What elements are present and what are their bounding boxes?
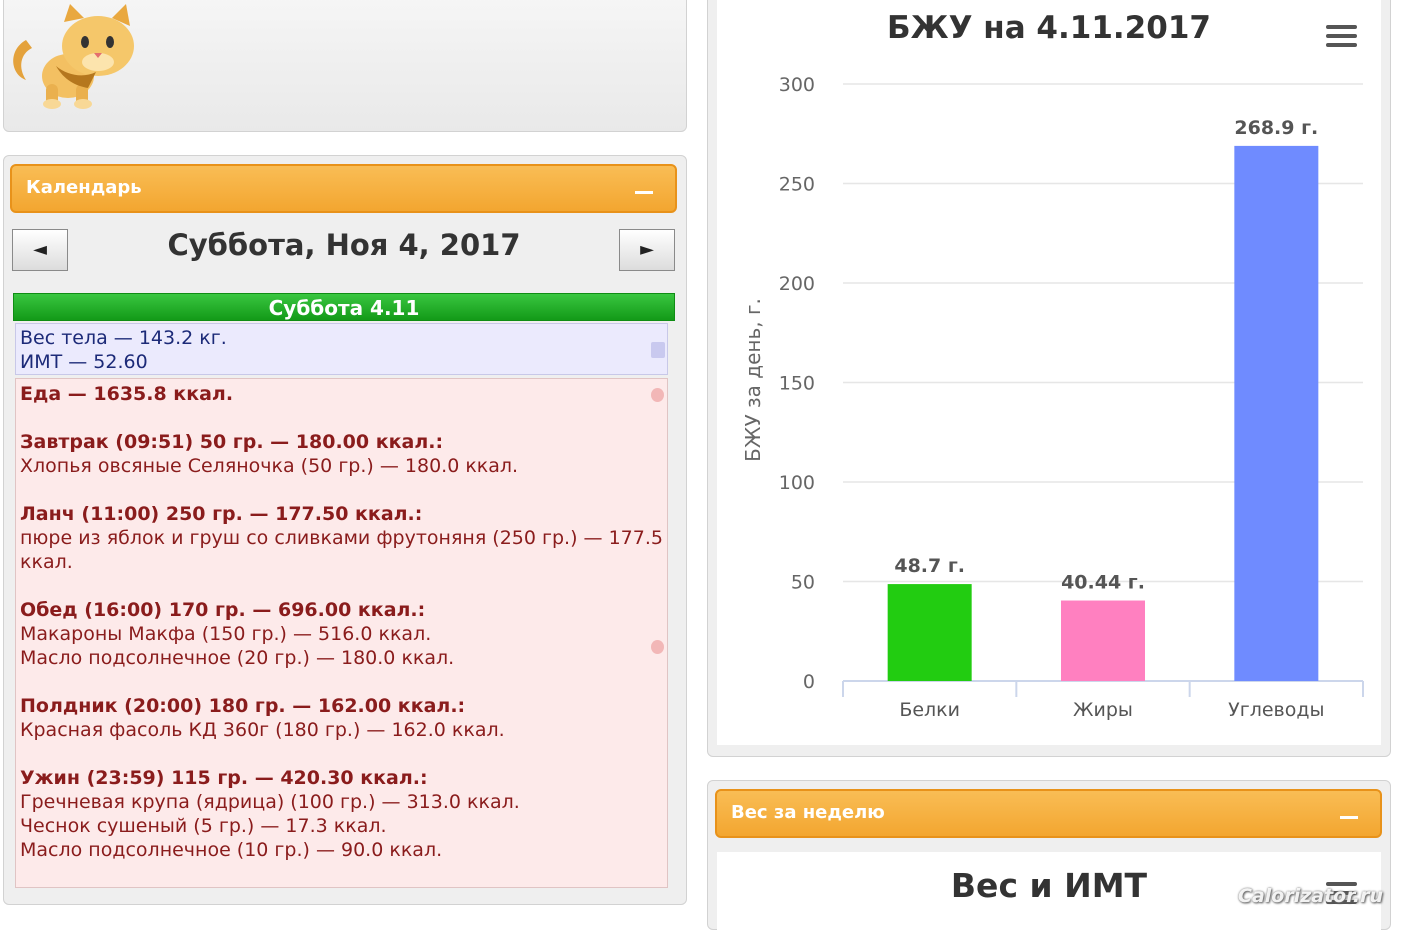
weight-week-header-label: Вес за неделю [731,802,885,823]
apple-icon [651,640,664,654]
bar [887,584,972,681]
data-label: 268.9 г. [1234,117,1318,139]
y-tick-label: 200 [779,273,815,295]
watermark: Calorizator.ru [1238,885,1384,907]
chart-title: БЖУ на 4.11.2017 [887,10,1211,46]
bar [1061,600,1145,681]
food-item: Гречневая крупа (ядрица) (100 гр.) — 313… [20,791,520,813]
x-tick-label: Углеводы [1228,699,1324,721]
bar [1234,145,1319,681]
meal-dinner: Обед (16:00) 170 гр. — 696.00 ккал.: [20,599,426,621]
meal-lunch: Ланч (11:00) 250 гр. — 177.50 ккал.: [20,503,423,525]
body-weight-text: Вес тела — 143.2 кг. [20,327,227,349]
data-label: 48.7 г. [894,555,965,577]
data-label: 40.44 г. [1061,572,1145,594]
day-header: Суббота 4.11 [13,293,675,321]
scale-icon [651,342,665,358]
weight-chart-title: Вес и ИМТ [950,866,1148,905]
cat-icon [13,4,134,109]
calendar-header[interactable]: Календарь [10,164,677,213]
hamburger-icon[interactable] [1326,882,1357,909]
food-item: пюре из яблок и груш со сливками фрутоня… [20,527,663,549]
food-item: Масло подсолнечное (20 гр.) — 180.0 ккал… [20,647,455,669]
food-item-continued: ккал. [20,551,73,573]
weight-week-header[interactable]: Вес за неделю [715,789,1382,838]
bmi-text: ИМТ — 52.60 [20,351,148,373]
collapse-icon[interactable] [1340,816,1358,819]
y-tick-label: 100 [779,472,815,494]
meal-supper: Ужин (23:59) 115 гр. — 420.30 ккал.: [20,767,428,789]
calendar-header-label: Календарь [26,177,142,198]
y-tick-label: 50 [791,572,815,594]
food-item: Красная фасоль КД 360г (180 гр.) — 162.0… [20,719,505,741]
food-item: Чеснок сушеный (5 гр.) — 17.3 ккал. [20,815,387,837]
x-tick-label: Белки [899,699,960,721]
food-item: Хлопья овсяные Селяночка (50 гр.) — 180.… [20,455,519,477]
meal-snack: Полдник (20:00) 180 гр. — 162.00 ккал.: [20,695,466,717]
food-item: Макароны Макфа (150 гр.) — 516.0 ккал. [20,623,432,645]
prev-day-button[interactable]: ◄ [12,229,68,271]
y-tick-label: 0 [803,671,815,693]
date-title: Суббота, Ноя 4, 2017 [167,228,521,262]
chart-svg: 0 50 100 150 200 250 300 48.7 г. Белки 40.44 г. Жи… [779,74,1364,721]
y-tick-label: 250 [779,174,815,196]
food-total: Еда — 1635.8 ккал. [20,383,234,405]
apple-icon [651,388,664,402]
x-tick-label: Жиры [1073,699,1133,721]
food-item: Масло подсолнечное (10 гр.) — 90.0 ккал. [20,839,443,861]
weight-entry[interactable]: Вес тела — 143.2 кг. ИМТ — 52.60 [15,323,668,375]
food-diary: Еда — 1635.8 ккал. Завтрак (09:51) 50 гр… [15,378,668,888]
y-tick-label: 150 [779,373,815,395]
next-day-button[interactable]: ► [619,229,675,271]
hamburger-icon[interactable] [1326,25,1357,52]
y-tick-label: 300 [779,74,815,96]
meal-breakfast: Завтрак (09:51) 50 гр. — 180.00 ккал.: [20,431,444,453]
collapse-icon[interactable] [635,191,653,194]
